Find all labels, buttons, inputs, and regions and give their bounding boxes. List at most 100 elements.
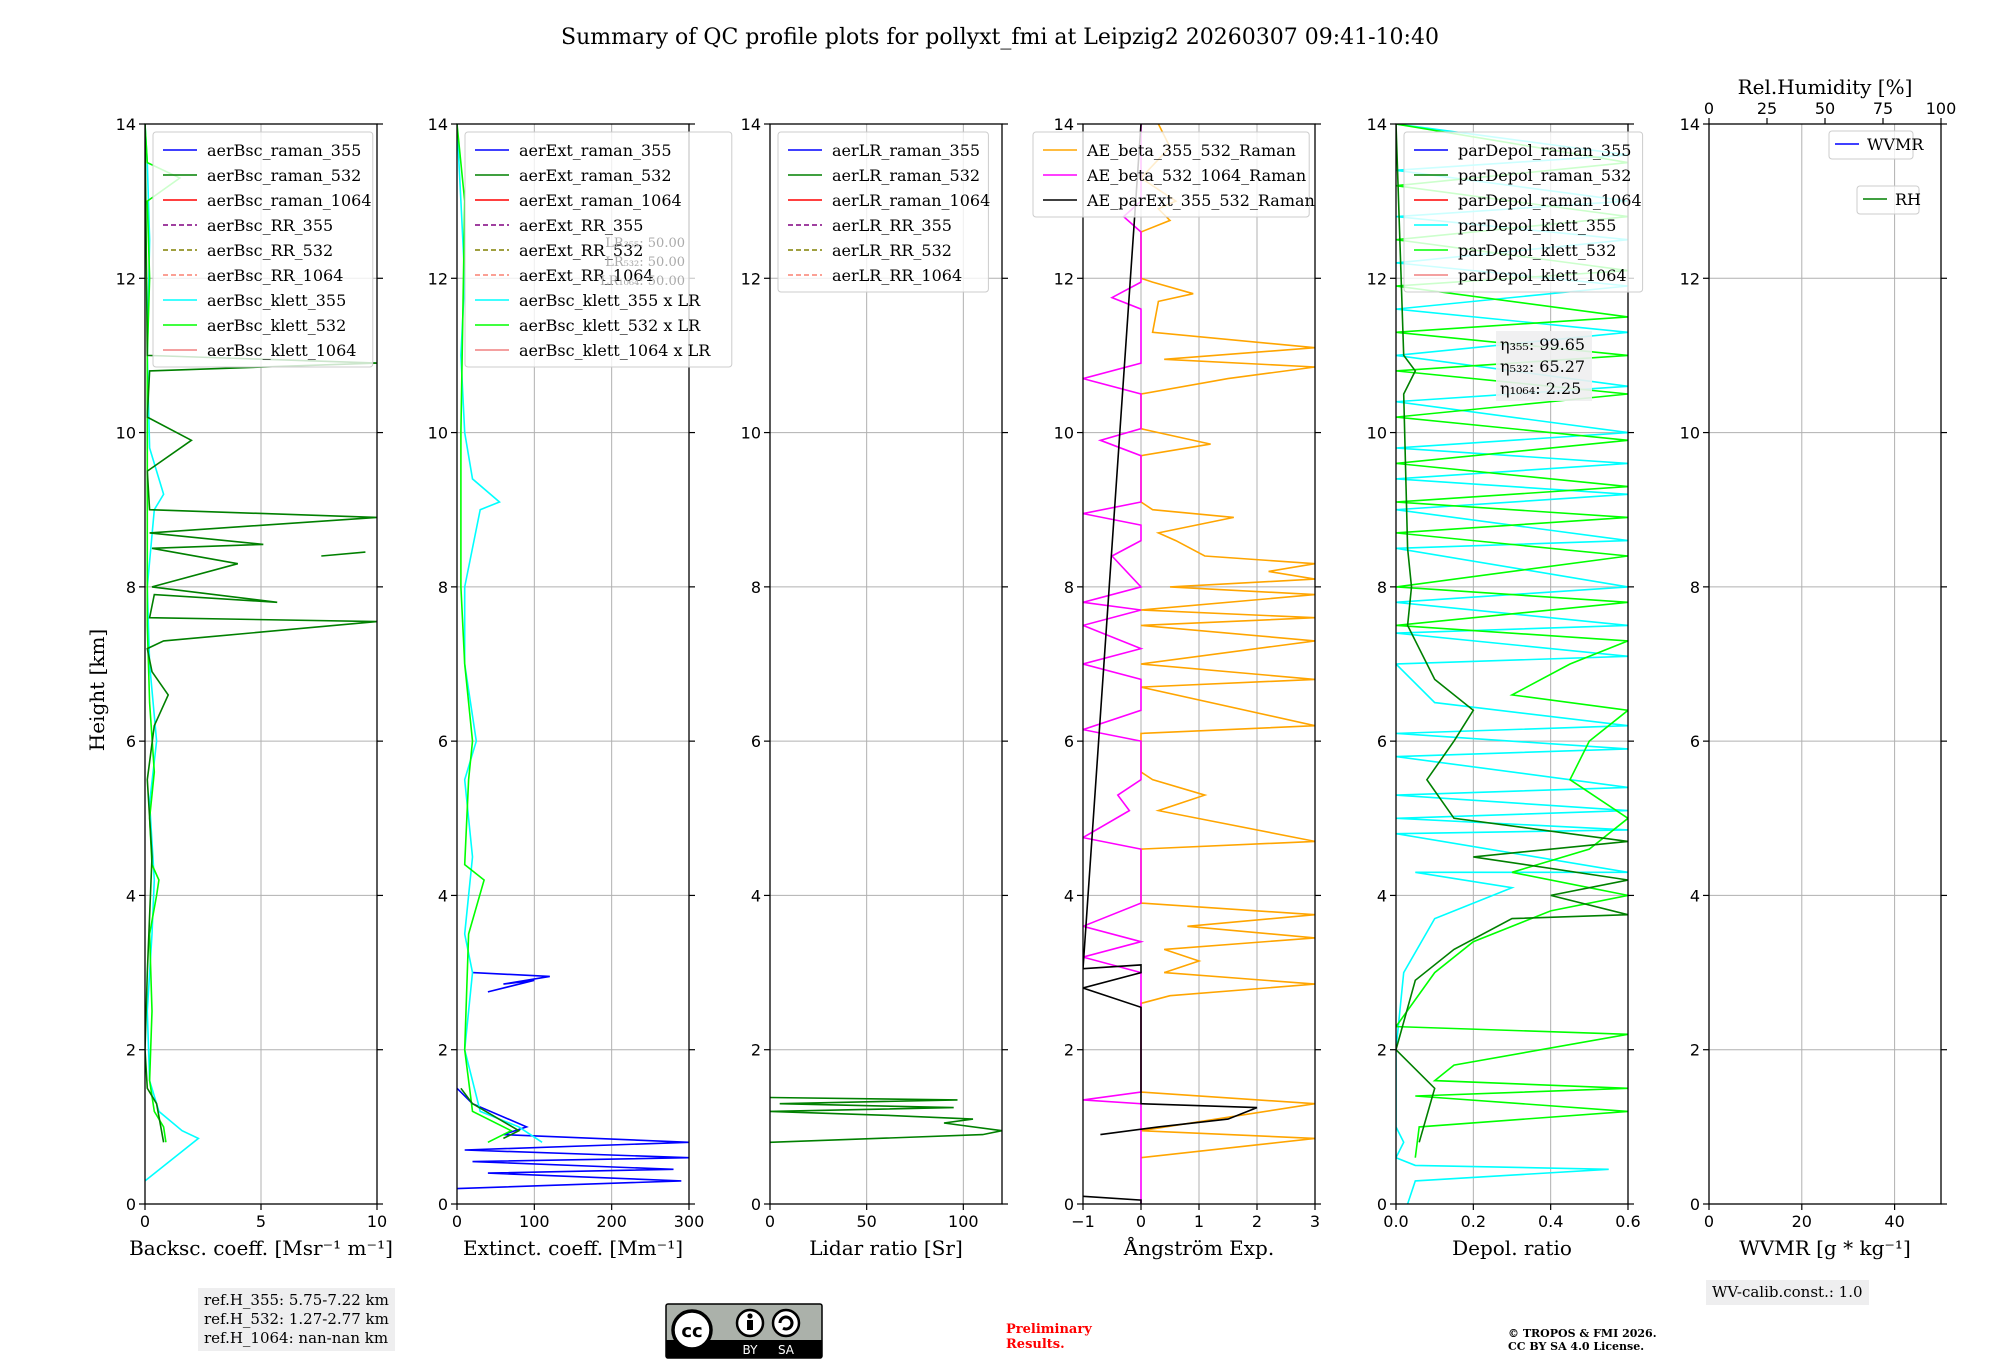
y-tick-label: 0 xyxy=(1690,1195,1700,1214)
y-tick-label: 12 xyxy=(1054,269,1074,288)
y-tick-label: 8 xyxy=(438,578,448,597)
legend-frame xyxy=(1403,131,1644,293)
x-axis-label: Lidar ratio [Sr] xyxy=(809,1236,963,1260)
y-tick-label: 12 xyxy=(741,269,761,288)
x-tick-label: 3 xyxy=(1310,1212,1320,1231)
legend-WVMR: WVMR xyxy=(1828,130,1924,160)
legend-label: parDepol_raman_355 xyxy=(1458,141,1631,160)
cc-text: cc xyxy=(681,1321,702,1342)
panel-bsc: 0 2 4 6 8 10 12 14 0 5 10 Backsc. coeff. [Msr⁻¹ m⁻¹… xyxy=(116,115,393,1260)
series-parDepol_klett_355 xyxy=(1396,124,1628,1204)
x-tick-label: 5 xyxy=(256,1212,266,1231)
legend-label: aerBsc_klett_532 x LR xyxy=(519,316,701,335)
figure-title: Summary of QC profile plots for pollyxt_… xyxy=(561,25,1439,50)
refh-1064: ref.H_1064: nan-nan km xyxy=(204,1329,389,1347)
x-tick-label: 100 xyxy=(948,1212,979,1231)
legend-frame xyxy=(464,131,733,368)
y-tick-label: 12 xyxy=(1367,269,1387,288)
y-tick-label: 6 xyxy=(126,732,136,751)
y-tick-label: 10 xyxy=(1680,424,1700,443)
legend: aerBsc_raman_355 aerBsc_raman_532 aerBsc_r… xyxy=(152,131,374,368)
y-tick-label: 6 xyxy=(751,732,761,751)
x-tick-label: 10 xyxy=(367,1212,387,1231)
legend-label: aerBsc_RR_355 xyxy=(207,216,333,235)
y-tick-label: 0 xyxy=(751,1195,761,1214)
x-tick-label: 300 xyxy=(674,1212,705,1231)
copyright-line-1: © TROPOS & FMI 2026. xyxy=(1508,1327,1657,1340)
legend-label: aerLR_raman_355 xyxy=(832,141,980,160)
y-tick-label: 8 xyxy=(126,578,136,597)
y-tick-label: 6 xyxy=(1690,732,1700,751)
legend-label: aerExt_raman_532 xyxy=(519,166,672,185)
eta-label: η₃₅₅: 99.65 xyxy=(1500,335,1585,354)
legend-label: aerBsc_raman_355 xyxy=(207,141,361,160)
y-tick-label: 14 xyxy=(1367,115,1387,134)
y-tick-label: 2 xyxy=(1377,1041,1387,1060)
x-axis-label: Ångström Exp. xyxy=(1123,1235,1274,1260)
y-tick-label: 12 xyxy=(116,269,136,288)
y-tick-label: 10 xyxy=(116,424,136,443)
panel-depol: 0 2 4 6 8 10 12 14 0.0 0.2 0.4 0.6 Depol. ratio parDe… xyxy=(1367,115,1644,1260)
legend-label: parDepol_raman_1064 xyxy=(1458,191,1642,210)
y-tick-label: 2 xyxy=(751,1041,761,1060)
y-tick-label: 0 xyxy=(126,1195,136,1214)
y-tick-label: 4 xyxy=(1690,886,1700,905)
copyright-line-2: CC BY SA 4.0 License. xyxy=(1508,1340,1645,1353)
sa-share-icon xyxy=(771,1308,801,1338)
axes-frame xyxy=(769,123,1003,1205)
y-tick-label: 14 xyxy=(741,115,761,134)
preliminary-results: Preliminary Results. xyxy=(1006,1322,1092,1352)
y-tick-label: 14 xyxy=(1680,115,1700,134)
legend-label: aerExt_raman_355 xyxy=(519,141,672,160)
x-tick-label: 0.6 xyxy=(1615,1212,1640,1231)
legend-frame xyxy=(1856,185,1920,215)
x-tick-label: 0.0 xyxy=(1383,1212,1408,1231)
series-aerExt_raman_532 xyxy=(460,1087,521,1140)
legend-label: aerBsc_klett_355 xyxy=(207,291,346,310)
eta-label: η₅₃₂: 65.27 xyxy=(1500,357,1585,376)
legend-label: aerLR_raman_532 xyxy=(832,166,980,185)
legend-label: parDepol_klett_1064 xyxy=(1458,266,1627,285)
series-aerBsc_raman_532_b xyxy=(321,551,366,557)
legend: aerLR_raman_355 aerLR_raman_532 aerLR_rama… xyxy=(777,131,990,293)
x-tick-label: 2 xyxy=(1252,1212,1262,1231)
legend-label: aerBsc_klett_1064 x LR xyxy=(519,341,711,360)
top-axis-label: Rel.Humidity [%] xyxy=(1738,75,1913,99)
x-tick-label: 0 xyxy=(140,1212,150,1231)
preliminary-line-2: Results. xyxy=(1006,1337,1065,1352)
legend-label: aerBsc_RR_532 xyxy=(207,241,333,260)
y-tick-label: 6 xyxy=(1064,732,1074,751)
wv-calib-const: WV-calib.const.: 1.0 xyxy=(1712,1283,1863,1301)
cc-license-logo: cc BY SA xyxy=(665,1303,823,1359)
x-tick-label: 0 xyxy=(452,1212,462,1231)
legend-label: aerBsc_klett_355 x LR xyxy=(519,291,701,310)
x-axis-label: Depol. ratio xyxy=(1452,1236,1572,1260)
refh-532: ref.H_532: 1.27-2.77 km xyxy=(204,1310,389,1328)
legend: aerExt_raman_355 aerExt_raman_532 aerExt_r… xyxy=(464,131,733,368)
y-tick-label: 8 xyxy=(1377,578,1387,597)
legend-label: parDepol_raman_532 xyxy=(1458,166,1631,185)
legend-label: aerBsc_klett_1064 xyxy=(207,341,356,360)
legend-label: aerLR_RR_355 xyxy=(832,216,952,235)
series-AE_parExt_355_532_Raman xyxy=(1083,1195,1142,1204)
series-group xyxy=(1083,124,1315,1204)
y-tick-label: 2 xyxy=(1064,1041,1074,1060)
y-tick-label: 4 xyxy=(438,886,448,905)
x-tick-label: 0 xyxy=(1136,1212,1146,1231)
by-label: BY xyxy=(743,1343,759,1357)
panel-ext: 0 2 4 6 8 10 12 14 0 100 200 300 Extinct. coeff. [Mm… xyxy=(428,115,733,1260)
y-tick-label: 10 xyxy=(741,424,761,443)
legend-label: parDepol_klett_355 xyxy=(1458,216,1616,235)
y-tick-label: 6 xyxy=(1377,732,1387,751)
preliminary-line-1: Preliminary xyxy=(1006,1322,1092,1337)
copyright-notice: © TROPOS & FMI 2026. CC BY SA 4.0 Licens… xyxy=(1508,1327,1657,1353)
axes-frame xyxy=(456,123,690,1205)
legend-RH: RH xyxy=(1856,185,1921,215)
x-tick-label: 0 xyxy=(765,1212,775,1231)
legend: AE_beta_355_532_Raman AE_beta_532_1064_Ra… xyxy=(1032,131,1315,218)
series-aerExt_raman_355_b xyxy=(472,971,550,993)
series-parDepol_klett_532 xyxy=(1396,124,1628,1158)
